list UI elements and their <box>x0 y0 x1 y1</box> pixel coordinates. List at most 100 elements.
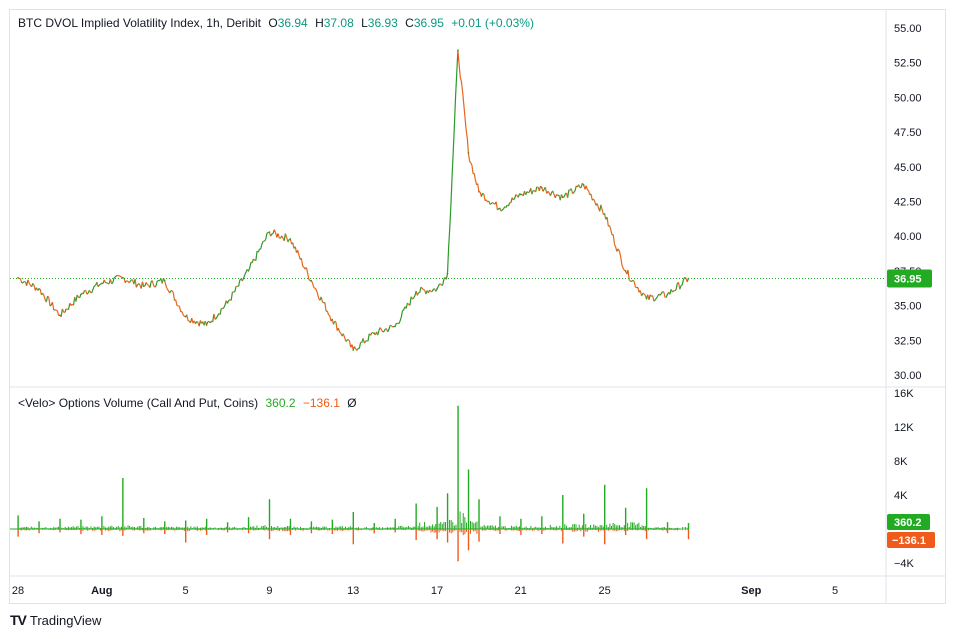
call-bar <box>151 528 153 529</box>
put-bar <box>669 529 671 530</box>
call-bar <box>224 527 226 529</box>
put-bar <box>198 529 200 531</box>
put-bar <box>67 529 69 531</box>
put-bar <box>532 529 533 531</box>
put-bar <box>283 529 285 531</box>
put-bar <box>113 529 114 530</box>
put-bar <box>664 529 666 530</box>
put-bar <box>380 529 382 531</box>
price-tick-label: 35.00 <box>894 301 922 313</box>
put-bar <box>141 529 143 531</box>
put-bar <box>651 529 653 530</box>
put-bar <box>235 529 237 530</box>
put-bar <box>548 529 550 530</box>
call-bar <box>82 526 84 529</box>
call-bar <box>687 523 690 529</box>
put-bar <box>140 529 142 531</box>
price-point <box>499 207 501 210</box>
call-bar <box>175 526 177 529</box>
put-bar <box>687 529 690 540</box>
call-bar <box>29 528 31 529</box>
call-bar <box>649 527 651 529</box>
call-bar <box>250 526 252 529</box>
put-bar <box>512 529 514 531</box>
call-bar <box>253 526 255 529</box>
put-bar <box>438 529 440 533</box>
put-bar <box>211 529 213 530</box>
call-bar <box>331 519 334 529</box>
put-bar <box>614 529 616 531</box>
put-bar <box>465 529 467 533</box>
call-bar <box>366 527 367 529</box>
put-bar <box>114 529 116 530</box>
call-bar <box>594 525 596 529</box>
call-bar <box>476 521 478 529</box>
put-bar <box>398 529 400 530</box>
call-bar <box>262 525 264 529</box>
put-bar <box>21 529 23 531</box>
put-bar <box>450 529 452 534</box>
put-bar <box>106 529 108 531</box>
put-bar <box>407 529 409 530</box>
put-bar <box>440 529 442 531</box>
call-bar <box>343 528 345 529</box>
put-bar <box>478 529 480 542</box>
call-bar <box>358 527 359 529</box>
call-bar <box>427 526 429 529</box>
call-bar <box>133 526 135 529</box>
call-bar <box>282 527 284 529</box>
call-bar <box>96 526 98 529</box>
call-bar <box>200 527 201 529</box>
call-bar <box>453 525 455 529</box>
call-bar <box>95 527 97 529</box>
call-bar <box>398 526 400 529</box>
put-bar <box>624 529 627 535</box>
put-bar <box>588 529 590 531</box>
put-bar <box>564 529 566 531</box>
price-point <box>457 49 459 52</box>
call-bar <box>504 526 506 529</box>
call-bar <box>501 526 503 529</box>
call-bar <box>201 527 203 529</box>
call-bar <box>433 526 435 529</box>
call-bar <box>581 525 583 529</box>
call-bar <box>56 527 58 529</box>
volume-tick-label: 8K <box>894 456 908 468</box>
chart-frame[interactable] <box>9 9 946 604</box>
put-bar <box>333 529 335 531</box>
call-bar <box>351 527 353 529</box>
price-tick-label: 45.00 <box>894 162 922 174</box>
price-point <box>226 302 229 304</box>
call-bar <box>127 525 129 529</box>
put-bar <box>48 529 50 530</box>
call-bar <box>583 513 585 529</box>
volume-indicator-name: <Velo> Options Volume (Call And Put, Coi… <box>18 396 259 410</box>
put-bar <box>303 529 305 531</box>
put-bar <box>109 529 111 531</box>
call-bar <box>499 516 501 529</box>
call-bar <box>137 526 139 529</box>
put-bar <box>544 529 546 531</box>
call-bar <box>309 527 311 529</box>
put-bar <box>356 529 358 531</box>
call-bar <box>345 526 347 529</box>
put-bar <box>611 529 612 530</box>
call-bar <box>304 528 306 529</box>
tradingview-brand[interactable]: TV TradingView <box>10 612 101 628</box>
put-bar <box>578 529 580 531</box>
put-bar <box>606 529 608 531</box>
put-bar <box>79 529 81 530</box>
call-bar <box>208 528 210 529</box>
call-bar <box>307 528 309 529</box>
put-bar <box>496 529 498 531</box>
call-bar <box>425 526 427 529</box>
call-bar <box>635 525 637 529</box>
put-bar <box>310 529 313 534</box>
call-bar <box>685 527 687 529</box>
put-bar <box>338 529 340 530</box>
put-bar <box>378 529 380 530</box>
call-bar <box>559 525 561 529</box>
call-bar <box>664 527 666 529</box>
put-bar <box>673 529 675 531</box>
